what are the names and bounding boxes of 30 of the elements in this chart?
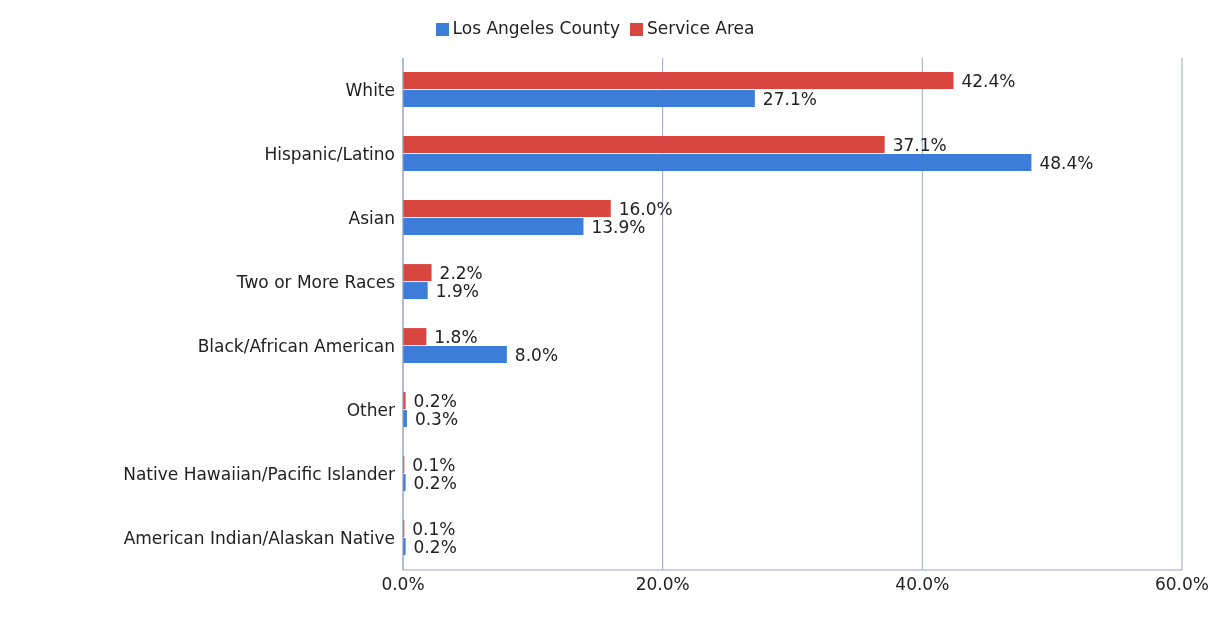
data-label: 0.3%	[414, 408, 459, 429]
data-label: 0.1%	[412, 454, 456, 475]
x-tick-label: 0.0%	[381, 574, 425, 595]
y-tick-label: American Indian/Alaskan Native	[123, 528, 395, 549]
y-tick-label: Asian	[348, 208, 395, 229]
data-label: 42.4%	[961, 70, 1016, 91]
legend-label: Los Angeles County	[452, 18, 621, 38]
data-label: 13.9%	[591, 216, 646, 237]
data-label: 27.1%	[762, 88, 817, 109]
data-label: 0.2%	[413, 390, 457, 411]
y-tick-label: Hispanic/Latino	[264, 144, 395, 165]
data-label: 8.0%	[514, 344, 559, 365]
x-tick-label: 60.0%	[1154, 574, 1210, 595]
y-tick-label: White	[345, 80, 395, 101]
y-tick-label: Native Hawaiian/Pacific Islander	[123, 464, 396, 485]
x-tick-label: 40.0%	[895, 574, 950, 595]
y-tick-label: Two or More Races	[235, 272, 396, 293]
data-label: 0.2%	[413, 472, 457, 493]
data-label: 1.8%	[434, 326, 478, 347]
data-label: 37.1%	[892, 134, 947, 155]
data-label: 2.2%	[439, 262, 483, 283]
data-label: 1.9%	[435, 280, 479, 301]
data-label: 16.0%	[618, 198, 673, 219]
data-label: 0.2%	[413, 536, 457, 557]
y-tick-label: Black/African American	[197, 336, 395, 357]
data-label: 0.1%	[412, 518, 456, 539]
x-tick-label: 20.0%	[635, 574, 690, 595]
y-tick-label: Other	[346, 400, 395, 421]
data-label: 48.4%	[1039, 152, 1094, 173]
legend-label: Service Area	[647, 18, 755, 38]
